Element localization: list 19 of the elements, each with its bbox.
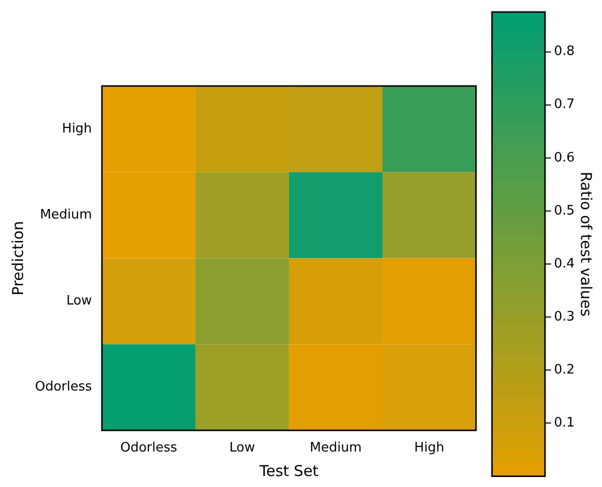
color-bar-label: 0.7	[554, 97, 575, 112]
color-bar-label: 0.4	[554, 256, 575, 272]
x-tick-label: Low	[229, 440, 256, 456]
color-bar-label: 0.8	[554, 44, 575, 60]
y-tick-label: Medium	[40, 208, 92, 223]
y-tick-label: Low	[66, 294, 92, 309]
x-axis-title: Test Set	[258, 462, 319, 480]
color-bar-label: 0.1	[554, 416, 575, 431]
x-tick-label: High	[414, 440, 444, 456]
color-bar-label: 0.2	[554, 362, 575, 378]
y-tick-label: High	[62, 121, 92, 136]
y-axis-title: Prediction	[8, 220, 27, 296]
y-tick-label: Odorless	[34, 380, 92, 395]
color-bar-label: 0.5	[554, 203, 575, 218]
color-bar-label: 0.3	[554, 309, 575, 324]
x-tick-label: Odorless	[120, 440, 178, 456]
color-bar-title: Ratio of test values	[577, 172, 596, 317]
color-bar-label: 0.6	[554, 150, 575, 166]
x-tick-label: Medium	[310, 440, 362, 456]
